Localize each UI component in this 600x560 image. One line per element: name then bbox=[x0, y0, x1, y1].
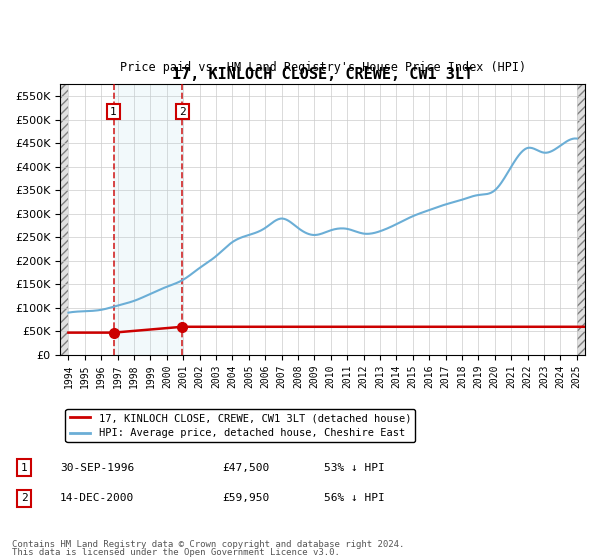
Text: £47,500: £47,500 bbox=[222, 463, 269, 473]
Text: 30-SEP-1996: 30-SEP-1996 bbox=[60, 463, 134, 473]
Text: 14-DEC-2000: 14-DEC-2000 bbox=[60, 493, 134, 503]
Text: 53% ↓ HPI: 53% ↓ HPI bbox=[324, 463, 385, 473]
Text: 2: 2 bbox=[179, 106, 186, 116]
Title: 17, KINLOCH CLOSE, CREWE, CW1 3LT: 17, KINLOCH CLOSE, CREWE, CW1 3LT bbox=[172, 67, 473, 82]
Text: 1: 1 bbox=[110, 106, 117, 116]
Text: 56% ↓ HPI: 56% ↓ HPI bbox=[324, 493, 385, 503]
Bar bbox=[113, 85, 182, 355]
Text: Contains HM Land Registry data © Crown copyright and database right 2024.: Contains HM Land Registry data © Crown c… bbox=[12, 540, 404, 549]
Text: 1: 1 bbox=[20, 463, 28, 473]
Text: £59,950: £59,950 bbox=[222, 493, 269, 503]
Bar bbox=[577, 85, 585, 355]
Legend: 17, KINLOCH CLOSE, CREWE, CW1 3LT (detached house), HPI: Average price, detached: 17, KINLOCH CLOSE, CREWE, CW1 3LT (detac… bbox=[65, 409, 415, 442]
Text: Price paid vs. HM Land Registry's House Price Index (HPI): Price paid vs. HM Land Registry's House … bbox=[119, 60, 526, 73]
Text: This data is licensed under the Open Government Licence v3.0.: This data is licensed under the Open Gov… bbox=[12, 548, 340, 557]
Bar bbox=[60, 85, 68, 355]
Text: 2: 2 bbox=[20, 493, 28, 503]
